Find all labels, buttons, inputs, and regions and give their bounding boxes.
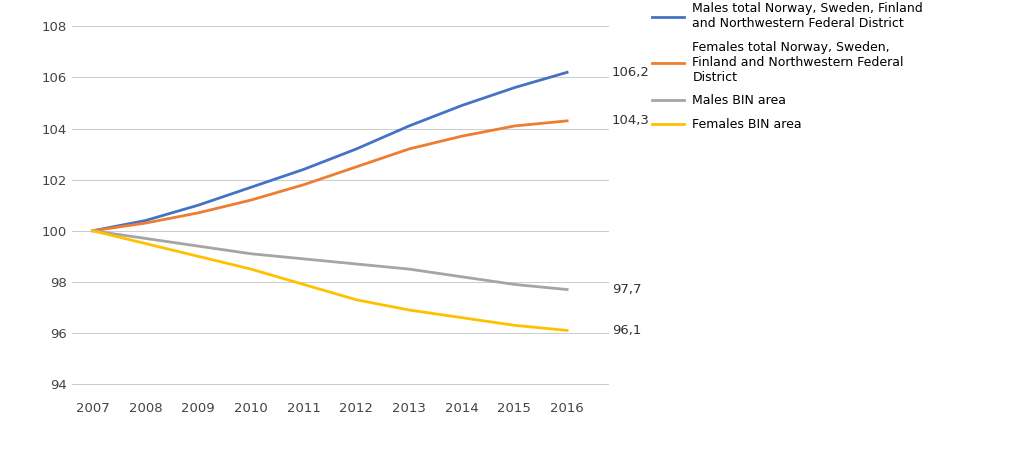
Text: 97,7: 97,7: [612, 283, 641, 296]
Legend: Males total Norway, Sweden, Finland
and Northwestern Federal District, Females t: Males total Norway, Sweden, Finland and …: [652, 2, 923, 131]
Text: 96,1: 96,1: [612, 324, 641, 337]
Text: 104,3: 104,3: [612, 115, 650, 127]
Text: 106,2: 106,2: [612, 66, 650, 79]
